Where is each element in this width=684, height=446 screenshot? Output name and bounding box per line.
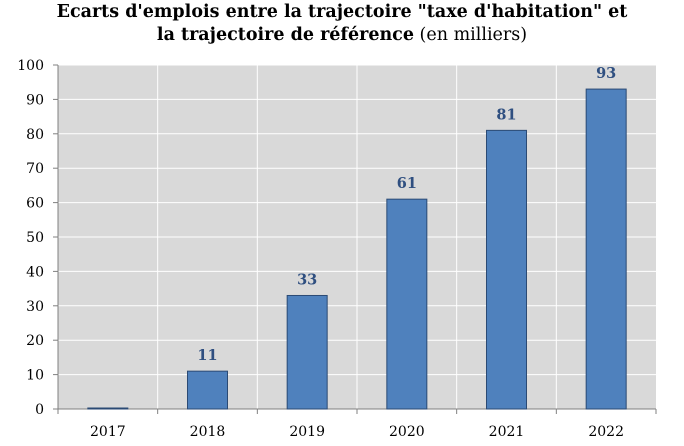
y-tick-label: 100	[17, 58, 44, 74]
bar	[486, 129, 527, 410]
data-label: 93	[596, 65, 616, 82]
title-line2-text: la trajectoire de référence	[156, 25, 414, 45]
data-label: 11	[197, 347, 217, 364]
bar	[187, 370, 228, 410]
y-tick-label: 20	[26, 333, 44, 349]
y-tick-label: 90	[26, 92, 44, 108]
y-tick-label: 10	[26, 368, 44, 384]
x-tick-label: 2022	[588, 424, 624, 440]
data-label: 61	[397, 175, 417, 192]
y-tick-label: 70	[26, 161, 44, 177]
x-tick-label: 2017	[90, 424, 126, 440]
x-tick-label: 2019	[289, 424, 325, 440]
x-tick-label: 2020	[389, 424, 425, 440]
data-label: 81	[496, 106, 516, 123]
y-tick-label: 50	[26, 230, 44, 246]
chart-title-line1: Ecarts d'emplois entre la trajectoire "t…	[0, 1, 684, 23]
y-tick-label: 60	[26, 196, 44, 212]
y-tick-label: 30	[26, 299, 44, 315]
title-line1-text: Ecarts d'emplois entre la trajectoire "t…	[56, 2, 628, 22]
x-tick-label: 2018	[190, 424, 226, 440]
bar	[585, 88, 627, 410]
y-tick-label: 0	[35, 402, 44, 418]
bar	[286, 294, 328, 410]
bar	[87, 407, 129, 410]
chart-title-line2: la trajectoire de référence (en milliers…	[0, 24, 684, 46]
y-tick-label: 80	[26, 127, 44, 143]
bar	[386, 198, 428, 410]
data-label: 33	[297, 271, 317, 288]
y-tick-label: 40	[26, 264, 44, 280]
title-unit: (en milliers)	[419, 25, 528, 45]
x-tick-label: 2021	[489, 424, 525, 440]
